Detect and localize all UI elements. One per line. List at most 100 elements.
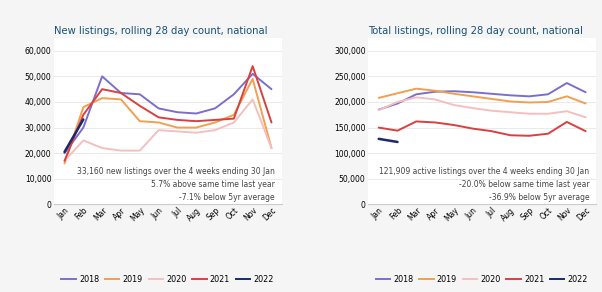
2018 xyxy=(488,92,495,95)
2021 xyxy=(117,91,125,95)
2021 xyxy=(268,121,275,124)
2020 xyxy=(413,95,420,99)
Line: 2019: 2019 xyxy=(379,89,586,103)
2020 xyxy=(507,110,514,114)
2021 xyxy=(193,119,200,123)
2019 xyxy=(230,113,237,117)
Text: -36.9% below 5yr average: -36.9% below 5yr average xyxy=(489,193,589,202)
2020 xyxy=(488,109,495,112)
2018 xyxy=(249,72,256,76)
2021 xyxy=(174,118,181,122)
2021 xyxy=(61,159,68,163)
2019 xyxy=(79,105,87,109)
2019 xyxy=(375,96,382,100)
2018 xyxy=(544,93,551,96)
2020 xyxy=(563,110,571,113)
Line: 2020: 2020 xyxy=(379,97,586,117)
Line: 2018: 2018 xyxy=(379,83,586,110)
2019 xyxy=(450,92,458,95)
2021 xyxy=(155,116,162,119)
2020 xyxy=(249,98,256,101)
Legend: 2018, 2019, 2020, 2021, 2022: 2018, 2019, 2020, 2021, 2022 xyxy=(373,272,591,287)
2018 xyxy=(432,90,439,93)
2018 xyxy=(268,87,275,91)
2019 xyxy=(193,126,200,129)
2019 xyxy=(174,126,181,129)
2018 xyxy=(469,91,476,94)
2022 xyxy=(394,140,401,144)
2022 xyxy=(61,150,68,154)
2019 xyxy=(526,101,533,104)
2020 xyxy=(211,128,219,132)
2019 xyxy=(488,97,495,101)
2021 xyxy=(230,117,237,120)
Line: 2022: 2022 xyxy=(64,119,83,152)
2021 xyxy=(99,87,106,91)
2022 xyxy=(79,118,87,121)
Line: 2018: 2018 xyxy=(64,74,272,153)
2018 xyxy=(582,91,589,94)
2018 xyxy=(117,91,125,95)
2019 xyxy=(563,95,571,98)
2020 xyxy=(268,146,275,150)
Text: -20.0% below same time last year: -20.0% below same time last year xyxy=(459,180,589,189)
2018 xyxy=(61,152,68,155)
2020 xyxy=(450,103,458,107)
2020 xyxy=(230,121,237,124)
2021 xyxy=(432,121,439,124)
2019 xyxy=(136,119,143,123)
2018 xyxy=(375,108,382,112)
2019 xyxy=(117,98,125,101)
2018 xyxy=(193,112,200,115)
Line: 2020: 2020 xyxy=(64,99,272,161)
2019 xyxy=(61,162,68,165)
2020 xyxy=(61,159,68,163)
2018 xyxy=(394,102,401,105)
2021 xyxy=(249,64,256,68)
2021 xyxy=(394,129,401,132)
2020 xyxy=(582,116,589,119)
2020 xyxy=(193,131,200,134)
Line: 2021: 2021 xyxy=(379,121,586,136)
2020 xyxy=(469,106,476,110)
2019 xyxy=(155,121,162,124)
2019 xyxy=(394,91,401,95)
2019 xyxy=(469,95,476,98)
Legend: 2018, 2019, 2020, 2021, 2022: 2018, 2019, 2020, 2021, 2022 xyxy=(58,272,277,287)
2020 xyxy=(174,130,181,133)
Text: 5.7% above same time last year: 5.7% above same time last year xyxy=(151,180,275,189)
Text: -7.1% below 5yr average: -7.1% below 5yr average xyxy=(179,193,275,202)
Line: 2021: 2021 xyxy=(64,66,272,161)
Text: 121,909 active listings over the 4 weeks ending 30 Jan: 121,909 active listings over the 4 weeks… xyxy=(379,167,589,175)
2021 xyxy=(136,104,143,107)
2021 xyxy=(469,127,476,130)
2021 xyxy=(582,129,589,133)
2018 xyxy=(211,107,219,110)
2021 xyxy=(507,133,514,137)
Line: 2019: 2019 xyxy=(64,79,272,164)
2021 xyxy=(211,118,219,122)
2018 xyxy=(450,89,458,93)
2018 xyxy=(99,75,106,78)
Text: New listings, rolling 28 day count, national: New listings, rolling 28 day count, nati… xyxy=(54,26,268,36)
2019 xyxy=(432,89,439,93)
2019 xyxy=(249,77,256,81)
2019 xyxy=(413,87,420,91)
2021 xyxy=(488,129,495,133)
2021 xyxy=(526,134,533,138)
2020 xyxy=(394,100,401,104)
2021 xyxy=(544,132,551,135)
2021 xyxy=(450,123,458,127)
2018 xyxy=(507,93,514,97)
2018 xyxy=(413,93,420,96)
2020 xyxy=(526,112,533,116)
2018 xyxy=(155,107,162,110)
2018 xyxy=(79,126,87,129)
2021 xyxy=(375,126,382,129)
2020 xyxy=(155,128,162,132)
Text: 33,160 new listings over the 4 weeks ending 30 Jan: 33,160 new listings over the 4 weeks end… xyxy=(77,167,275,175)
2020 xyxy=(79,139,87,142)
2019 xyxy=(268,146,275,150)
2018 xyxy=(230,93,237,96)
2019 xyxy=(99,96,106,100)
